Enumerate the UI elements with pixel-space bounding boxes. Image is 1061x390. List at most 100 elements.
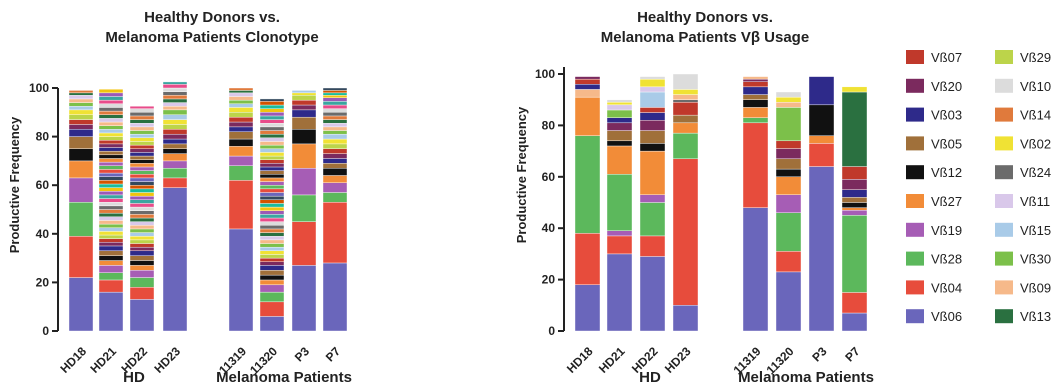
chart2-y-axis-label: Productive Frequency [514, 106, 529, 243]
bar-segment [672, 305, 699, 332]
bar-segment [322, 143, 348, 149]
bar-segment [742, 78, 769, 82]
bar-segment [574, 284, 601, 332]
bar-segment [808, 135, 835, 144]
bar-segment [291, 116, 317, 130]
bar-segment [259, 203, 285, 208]
bar-segment [129, 137, 155, 142]
bar-segment [98, 99, 124, 104]
bar-segment [228, 96, 254, 101]
bar-segment [259, 126, 285, 131]
bar-segment [129, 217, 155, 222]
bar-segment [129, 225, 155, 230]
legend-swatch [995, 165, 1013, 180]
x-tick-label: P7 [323, 344, 344, 365]
bar-segment [68, 114, 94, 120]
bar-segment [606, 99, 633, 103]
legend-label: Vß28 [931, 252, 962, 267]
legend-swatch [906, 280, 924, 295]
bar-segment [98, 143, 124, 148]
bar-segment [259, 236, 285, 241]
bar-segment [259, 192, 285, 197]
bar-segment [606, 145, 633, 175]
bar-segment [841, 292, 868, 314]
bar-segment [68, 136, 94, 149]
bar-segment [98, 114, 124, 119]
bar-segment [162, 87, 188, 92]
legend-swatch [995, 251, 1013, 266]
bar-segment [574, 84, 601, 90]
bar-segment [259, 254, 285, 259]
bar-segment [259, 261, 285, 266]
bar-segment [98, 161, 124, 166]
bar-segment [322, 138, 348, 145]
bar-segment [322, 202, 348, 264]
y-tick-label: 100 [29, 81, 49, 95]
bar-segment [129, 188, 155, 193]
y-tick-label: 60 [542, 170, 556, 184]
bar-segment [259, 316, 285, 332]
bar-segment [322, 104, 348, 109]
bar-segment [68, 102, 94, 107]
bar-segment [98, 260, 124, 266]
bar-segment [259, 181, 285, 186]
bar-segment [129, 141, 155, 146]
x-tick-label: HD23 [662, 344, 694, 376]
bar-segment [259, 210, 285, 215]
bar-segment [98, 125, 124, 130]
bar-segment [68, 95, 94, 100]
bar-segment [259, 141, 285, 146]
bar-segment [129, 184, 155, 190]
legend-swatch [995, 194, 1013, 208]
legend-label: Vß29 [1020, 50, 1051, 65]
bar-segment [68, 119, 94, 125]
legend-swatch [906, 194, 924, 208]
bar-segment [606, 102, 633, 106]
x-tick-label: HD18 [564, 344, 596, 376]
bar-segment [68, 90, 94, 94]
bar-segment [639, 256, 666, 332]
bar-segment [322, 175, 348, 183]
legend-swatch [995, 309, 1013, 324]
bar-segment [259, 112, 285, 117]
y-tick-label: 40 [542, 221, 556, 235]
bar-segment [259, 257, 285, 262]
bar-segment [228, 138, 254, 147]
bar-segment [98, 180, 124, 185]
bar-segment [259, 214, 285, 219]
bar-segment [259, 155, 285, 160]
bar-segment [259, 279, 285, 286]
bar-segment [259, 291, 285, 303]
bar-segment [129, 255, 155, 261]
bar-segment [129, 119, 155, 124]
bar-segment [259, 239, 285, 244]
bar-segment [228, 155, 254, 166]
bar-segment [162, 148, 188, 154]
bar-segment [259, 108, 285, 113]
bar-segment [228, 121, 254, 128]
bar-segment [228, 112, 254, 118]
bar-segment [68, 129, 94, 137]
legend-swatch [906, 136, 924, 151]
bar-segment [129, 163, 155, 168]
bar-segment [775, 102, 802, 108]
bar-segment [129, 239, 155, 244]
bar-segment [162, 84, 188, 89]
bar-segment [162, 106, 188, 111]
bar-segment [129, 115, 155, 120]
bar-segment [98, 169, 124, 174]
bar-segment [162, 160, 188, 169]
bar-segment [98, 110, 124, 115]
bar-segment [322, 182, 348, 193]
bar-segment [129, 123, 155, 128]
bar-segment [129, 199, 155, 204]
bar-segment [162, 138, 188, 145]
bar-segment [228, 165, 254, 181]
chart1-group-hd: HD [123, 369, 145, 386]
legend-label: Vß02 [1020, 136, 1051, 151]
bar-segment [129, 192, 155, 197]
bar-segment [639, 194, 666, 203]
bar-segment [129, 130, 155, 135]
bar-segment [291, 90, 317, 94]
bar-segment [98, 183, 124, 188]
